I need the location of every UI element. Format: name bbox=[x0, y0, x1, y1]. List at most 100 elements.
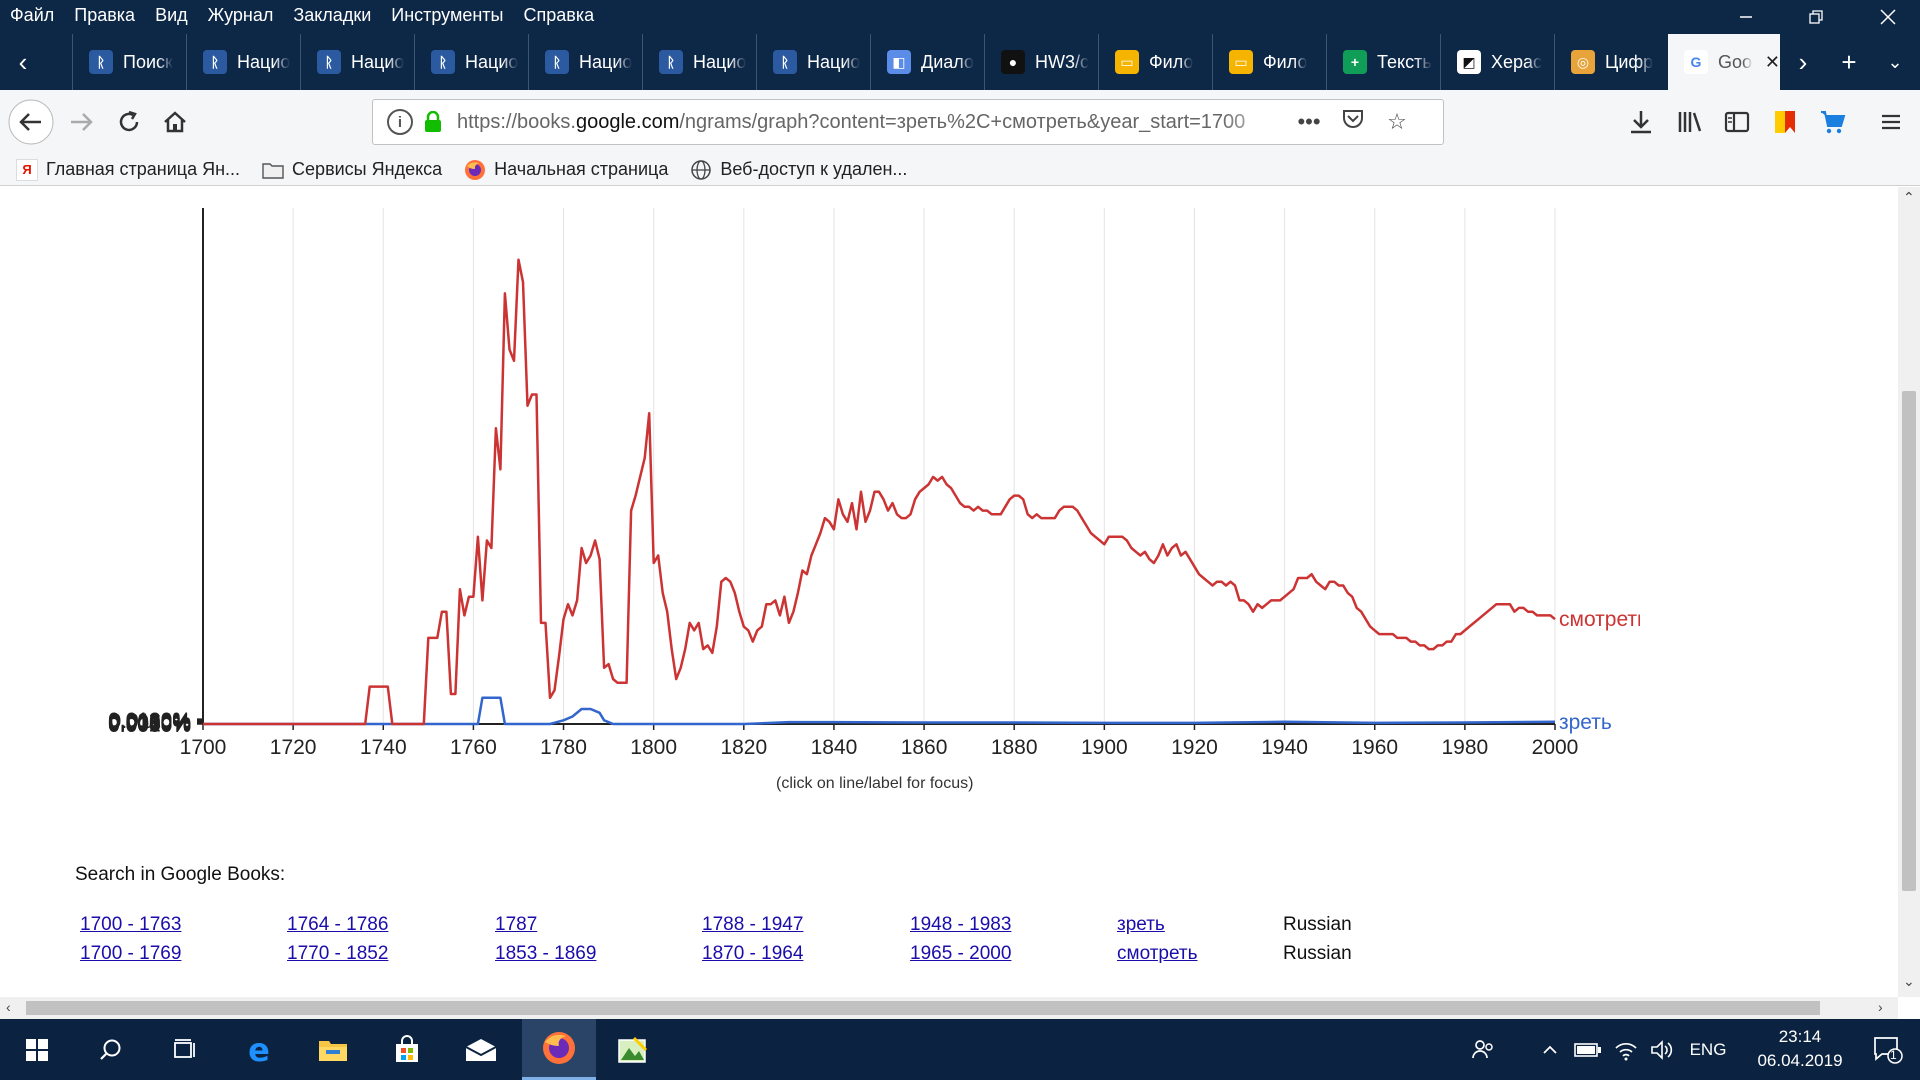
bookmark-web-access[interactable]: Веб-доступ к удален... bbox=[690, 159, 907, 181]
yandex-bookmark-button[interactable] bbox=[1762, 90, 1808, 154]
browser-tab[interactable]: ᚱ Нацио bbox=[300, 34, 412, 90]
back-button[interactable] bbox=[6, 90, 56, 154]
scroll-tabs-right-button[interactable]: › bbox=[1780, 34, 1826, 90]
firefox-icon bbox=[465, 159, 486, 180]
browser-tab[interactable]: ᚱ Нацио bbox=[186, 34, 298, 90]
menu-help[interactable]: Справка bbox=[523, 4, 595, 25]
task-view-button[interactable] bbox=[148, 1019, 222, 1080]
store-taskbar-button[interactable] bbox=[370, 1019, 444, 1080]
tab-label: Нацио bbox=[237, 51, 291, 72]
browser-tab[interactable]: ᚱ Нацио bbox=[756, 34, 868, 90]
series-line-зреть[interactable] bbox=[203, 696, 1556, 726]
restore-button[interactable] bbox=[1784, 0, 1848, 34]
list-tabs-button[interactable]: ⌄ bbox=[1872, 34, 1918, 90]
menu-view[interactable]: Вид bbox=[155, 4, 188, 25]
shopping-cart-button[interactable] bbox=[1810, 90, 1856, 154]
word-link-smotret[interactable]: смотреть bbox=[1117, 943, 1198, 964]
scroll-left-arrow-icon[interactable]: ‹ bbox=[6, 999, 11, 1015]
year-range-link[interactable]: 1700 - 1769 bbox=[80, 943, 182, 964]
bookmark-start-page[interactable]: Начальная страница bbox=[464, 159, 668, 181]
browser-tab[interactable]: ▭ Фило bbox=[1098, 34, 1210, 90]
year-range-link[interactable]: 1787 bbox=[495, 914, 538, 935]
close-tab-icon[interactable]: ✕ bbox=[1764, 51, 1780, 72]
navigation-toolbar: i https://books.google.com/ngrams/graph?… bbox=[0, 90, 1920, 154]
scroll-down-arrow-icon[interactable]: ⌄ bbox=[1903, 973, 1915, 989]
menu-file[interactable]: Файл bbox=[10, 4, 55, 25]
reload-button[interactable] bbox=[106, 90, 152, 154]
show-hidden-icons-button[interactable] bbox=[1530, 1019, 1570, 1080]
series-label[interactable]: зреть bbox=[1559, 711, 1612, 734]
explorer-taskbar-button[interactable] bbox=[296, 1019, 370, 1080]
people-button[interactable] bbox=[1460, 1019, 1506, 1080]
menu-edit[interactable]: Правка bbox=[74, 4, 136, 25]
action-center-button[interactable]: 1 bbox=[1860, 1019, 1916, 1080]
bookmark-yandex-services[interactable]: Сервисы Яндекса bbox=[262, 159, 442, 181]
browser-tab[interactable]: ◧ Диало bbox=[870, 34, 982, 90]
browser-tab[interactable]: ᚱ Поиск bbox=[72, 34, 184, 90]
browser-tab[interactable]: G Goo ✕ bbox=[1668, 34, 1780, 90]
page-actions-button[interactable]: ••• bbox=[1287, 109, 1331, 135]
browser-tab[interactable]: ◩ Херас bbox=[1440, 34, 1552, 90]
word-link-zret[interactable]: зреть bbox=[1117, 914, 1165, 935]
browser-tab[interactable]: ᚱ Нацио bbox=[414, 34, 526, 90]
year-range-link[interactable]: 1948 - 1983 bbox=[910, 914, 1012, 935]
browser-tab[interactable]: ᚱ Нацио bbox=[642, 34, 754, 90]
year-range-link[interactable]: 1870 - 1964 bbox=[702, 943, 804, 964]
scroll-up-arrow-icon[interactable]: ⌃ bbox=[1903, 189, 1915, 205]
browser-tab[interactable]: ● HW3/c bbox=[984, 34, 1096, 90]
browser-tab[interactable]: + Тексть bbox=[1326, 34, 1438, 90]
bookmark-yandex-home[interactable]: Я Главная страница Ян... bbox=[16, 158, 240, 181]
series-line-смотреть[interactable] bbox=[203, 258, 1556, 726]
year-range-link[interactable]: 1965 - 2000 bbox=[910, 943, 1012, 964]
x-tick-label: 1760 bbox=[450, 736, 497, 759]
year-range-link[interactable]: 1853 - 1869 bbox=[495, 943, 597, 964]
series-label[interactable]: смотреть bbox=[1559, 608, 1640, 631]
browser-tab[interactable]: ▭ Фило bbox=[1212, 34, 1324, 90]
scroll-tabs-left-button[interactable]: ‹ bbox=[0, 34, 46, 90]
home-button[interactable] bbox=[152, 90, 198, 154]
year-range-link[interactable]: 1700 - 1763 bbox=[80, 914, 182, 935]
scroll-right-arrow-icon[interactable]: › bbox=[1878, 999, 1883, 1015]
menu-history[interactable]: Журнал bbox=[207, 4, 274, 25]
firefox-taskbar-button[interactable] bbox=[522, 1019, 596, 1080]
mail-icon bbox=[465, 1038, 497, 1061]
browser-tab[interactable]: ᚱ Нацио bbox=[528, 34, 640, 90]
year-range-link[interactable]: 1764 - 1786 bbox=[287, 914, 389, 935]
battery-button[interactable] bbox=[1568, 1019, 1608, 1080]
volume-button[interactable] bbox=[1642, 1019, 1682, 1080]
sidebar-icon bbox=[1724, 111, 1750, 133]
edge-taskbar-button[interactable]: e bbox=[222, 1019, 296, 1080]
pocket-button[interactable] bbox=[1331, 107, 1375, 137]
menu-tools[interactable]: Инструменты bbox=[391, 4, 504, 25]
vertical-scroll-thumb[interactable] bbox=[1902, 391, 1916, 891]
mail-taskbar-button[interactable] bbox=[444, 1019, 518, 1080]
close-window-button[interactable] bbox=[1856, 0, 1920, 34]
horizontal-scroll-thumb[interactable] bbox=[26, 1001, 1820, 1015]
tab-label: Диало bbox=[921, 51, 974, 72]
new-tab-button[interactable]: + bbox=[1826, 34, 1872, 90]
search-button[interactable] bbox=[74, 1019, 148, 1080]
sidebar-button[interactable] bbox=[1714, 90, 1760, 154]
clock[interactable]: 23:14 06.04.2019 bbox=[1740, 1025, 1860, 1073]
vertical-scrollbar[interactable]: ⌃ ⌄ bbox=[1898, 187, 1920, 997]
bookmark-star-button[interactable]: ☆ bbox=[1375, 109, 1419, 135]
start-button[interactable] bbox=[0, 1019, 74, 1080]
wifi-button[interactable] bbox=[1606, 1019, 1646, 1080]
input-language-button[interactable]: ENG bbox=[1680, 1019, 1736, 1080]
x-tick-label: 1860 bbox=[901, 736, 948, 759]
minimize-button[interactable] bbox=[1714, 0, 1778, 34]
library-icon bbox=[1678, 112, 1702, 132]
browser-tab[interactable]: ◎ Цифр bbox=[1554, 34, 1666, 90]
horizontal-scrollbar[interactable]: ‹ › bbox=[0, 997, 1898, 1019]
url-text[interactable]: https://books.google.com/ngrams/graph?co… bbox=[457, 110, 1246, 133]
info-icon[interactable]: i bbox=[387, 109, 413, 135]
image-viewer-taskbar-button[interactable] bbox=[596, 1019, 670, 1080]
forward-button[interactable] bbox=[58, 90, 104, 154]
year-range-link[interactable]: 1788 - 1947 bbox=[702, 914, 804, 935]
menu-bookmarks[interactable]: Закладки bbox=[293, 4, 372, 25]
address-bar[interactable]: i https://books.google.com/ngrams/graph?… bbox=[372, 99, 1444, 145]
downloads-button[interactable] bbox=[1618, 90, 1664, 154]
library-button[interactable] bbox=[1666, 90, 1712, 154]
open-menu-button[interactable] bbox=[1868, 90, 1914, 154]
year-range-link[interactable]: 1770 - 1852 bbox=[287, 943, 389, 964]
